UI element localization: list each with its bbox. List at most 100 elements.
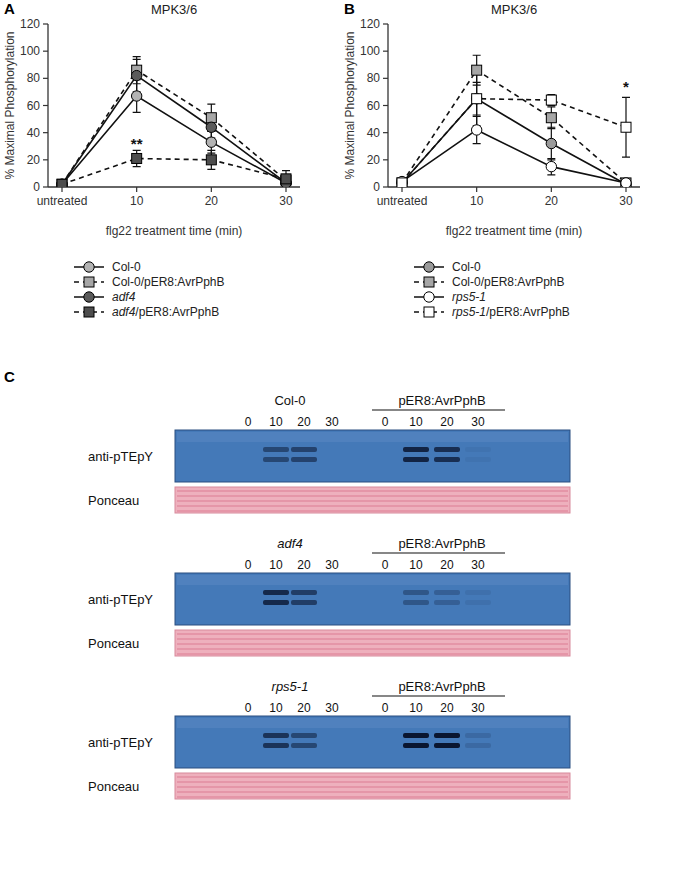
x-tick [136,187,137,192]
data-point [206,122,216,132]
ponceau-band [177,505,568,507]
ponceau-band [177,796,568,798]
time-label: 10 [269,415,283,429]
row-label: anti-pTEpY [88,449,153,464]
band-lower [263,457,289,462]
band-lower [465,457,491,462]
y-tick-label: 80 [27,71,41,85]
band-lower [434,600,460,605]
x-tick-label: 10 [130,194,144,208]
time-label: 20 [440,558,454,572]
series-line [62,70,286,184]
y-tick [43,78,48,79]
y-tick [43,23,48,24]
band-upper [465,733,491,738]
legend-label: Col-0/pER8:AvrPphB [112,275,225,289]
time-label: 30 [471,558,485,572]
y-tick [383,186,388,187]
row-label: Ponceau [88,493,139,508]
x-tick [401,187,402,192]
time-label: 20 [440,701,454,715]
time-label: 30 [471,701,485,715]
band-lower [291,457,317,462]
ponceau-band [177,653,568,655]
time-label: 0 [245,558,252,572]
legend-marker [84,307,94,317]
legend-marker [424,262,434,272]
x-tick [551,187,552,192]
legend-label: rps5-1/pER8:AvrPphB [452,305,570,319]
x-tick-label: untreated [377,194,428,208]
data-point [472,65,482,75]
blot-group: Col-0pER8:AvrPphB01020300102030anti-pTEp… [88,393,570,513]
row-label: Ponceau [88,779,139,794]
band-upper [263,447,289,452]
legend-entry: adf4 [74,290,136,304]
ponceau-band [177,633,568,635]
band-upper [291,733,317,738]
blot-membrane [175,430,570,482]
data-point [546,113,556,123]
x-tick-label: untreated [37,194,88,208]
time-label: 0 [245,415,252,429]
band-upper [403,447,429,452]
plot-area [57,57,291,187]
chart: MPK3/6020406080100120untreated102030flg2… [343,2,640,319]
legend-label: rps5-1 [452,290,486,304]
band-lane [263,733,289,748]
band-upper [403,733,429,738]
band-lane [263,447,289,462]
band-upper [263,733,289,738]
y-tick-label: 60 [367,99,381,113]
x-tick [476,187,477,192]
x-axis-label: flg22 treatment time (min) [106,224,243,238]
x-tick-label: 30 [279,194,293,208]
blot-sheen [177,718,568,728]
legend-label: adf4/pER8:AvrPphB [112,305,219,319]
y-tick [383,105,388,106]
band-upper [434,590,460,595]
band-upper [434,447,460,452]
data-point [397,178,407,187]
annotation: ** [131,135,143,152]
band-lane [465,590,491,605]
band-upper [403,590,429,595]
data-point [397,178,407,187]
time-label: 30 [325,558,339,572]
time-label: 10 [409,701,423,715]
blot-sheen [177,575,568,585]
y-axis-label: % Maximal Phosphorylation [3,31,17,179]
series-line [62,158,286,184]
band-lane [403,447,429,462]
legend-entry: rps5-1/pER8:AvrPphB [414,305,570,319]
band-lower [403,743,429,748]
ponceau-band [177,776,568,778]
data-point [132,153,142,163]
band-upper [465,447,491,452]
legend-marker [84,292,94,302]
y-tick-label: 120 [360,17,380,31]
band-lane [403,590,429,605]
legend-entry: Col-0/pER8:AvrPphB [74,275,225,289]
y-tick-label: 40 [27,126,41,140]
x-tick [61,187,62,192]
transgene-label: pER8:AvrPphB [398,536,485,551]
band-lower [434,743,460,748]
data-point [281,174,291,184]
time-label: 0 [382,558,389,572]
data-point [397,178,407,187]
band-upper [465,590,491,595]
error-bar [547,95,555,106]
legend-marker [424,307,434,317]
x-tick [211,187,212,192]
data-point [546,95,556,105]
ponceau-band [177,495,568,497]
y-tick-label: 120 [20,17,40,31]
y-tick [43,51,48,52]
time-label: 10 [409,558,423,572]
y-tick [383,51,388,52]
band-lane [434,447,460,462]
data-point [206,155,216,165]
band-upper [291,590,317,595]
data-point [621,178,631,187]
